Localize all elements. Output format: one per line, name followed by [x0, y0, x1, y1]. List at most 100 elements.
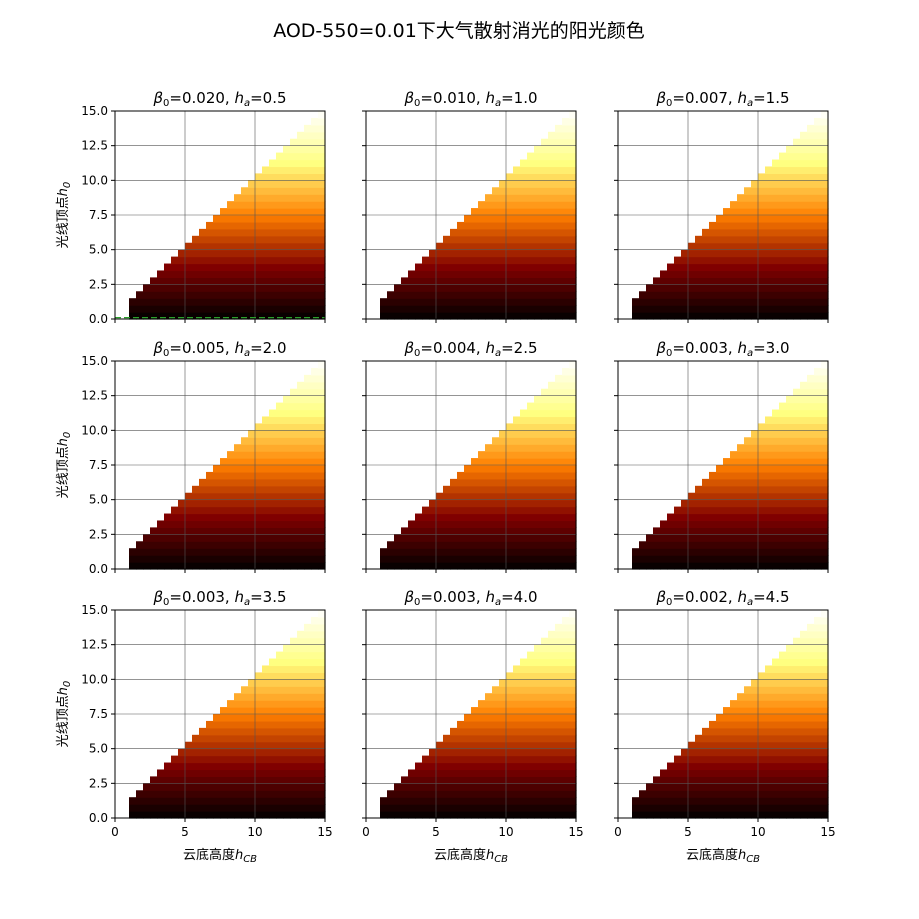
- heatmap-cell: [248, 305, 256, 313]
- heatmap-cell: [220, 748, 228, 757]
- heatmap-cell: [297, 534, 305, 542]
- heatmap-cell: [394, 811, 402, 819]
- heatmap-cell: [380, 562, 388, 570]
- heatmap-cell: [471, 790, 479, 798]
- heatmap-cell: [772, 305, 780, 313]
- heatmap-cell: [807, 451, 815, 459]
- heatmap-cell: [276, 520, 284, 528]
- y-tick-label: 0.0: [89, 562, 108, 576]
- heatmap-cell: [422, 776, 430, 784]
- heatmap-cell: [297, 485, 305, 494]
- heatmap-cell: [471, 305, 479, 313]
- x-axis-label: 云底高度hCB: [183, 847, 257, 865]
- heatmap-cell: [311, 506, 319, 515]
- heatmap-cell: [534, 270, 542, 278]
- y-tick-label: 10.0: [81, 423, 108, 437]
- heatmap-cell: [807, 298, 815, 306]
- heatmap-cell: [290, 727, 298, 736]
- heatmap-cell: [562, 395, 570, 404]
- heatmap-cell: [248, 755, 256, 764]
- heatmap-cell: [499, 506, 507, 515]
- heatmap-cell: [555, 235, 563, 244]
- heatmap-cell: [241, 471, 249, 480]
- heatmap-cell: [793, 534, 801, 542]
- heatmap-cell: [779, 173, 787, 181]
- heatmap-cell: [269, 520, 277, 528]
- heatmap-cell: [667, 534, 675, 542]
- heatmap-cell: [485, 707, 493, 715]
- heatmap-cell: [241, 249, 249, 258]
- beta-subscript: 0: [163, 98, 169, 109]
- heatmap-cell: [276, 215, 284, 223]
- heatmap-cell: [248, 513, 256, 522]
- heatmap-cell: [485, 804, 493, 812]
- heatmap-cell: [688, 762, 696, 771]
- heatmap-cell: [737, 194, 745, 202]
- heatmap-cell: [485, 312, 493, 320]
- heatmap-cell: [751, 451, 759, 459]
- heatmap-cell: [772, 686, 780, 694]
- heatmap-cell: [276, 755, 284, 764]
- heatmap-cell: [206, 541, 214, 549]
- heatmap-cell: [772, 256, 780, 265]
- heatmap-cell: [695, 776, 703, 784]
- heatmap-cell: [513, 270, 521, 278]
- heatmap-cell: [220, 458, 228, 466]
- heatmap-cell: [185, 305, 193, 313]
- heatmap-cell: [485, 291, 493, 299]
- heatmap-cell: [234, 811, 242, 819]
- heatmap-cell: [814, 762, 822, 771]
- heatmap-cell: [499, 548, 507, 556]
- heatmap-cell: [304, 714, 312, 722]
- heatmap-cell: [548, 506, 556, 515]
- heatmap-cell: [206, 520, 214, 528]
- heatmap-cell: [737, 478, 745, 487]
- heatmap-cell: [709, 755, 717, 764]
- heatmap-cell: [800, 444, 808, 452]
- heatmap-cell: [255, 242, 263, 251]
- heatmap-cell: [709, 762, 717, 771]
- heatmap-cell: [164, 555, 172, 563]
- heatmap-cell: [779, 423, 787, 431]
- heatmap-cell: [499, 465, 507, 473]
- heatmap-cell: [290, 465, 298, 473]
- heatmap-cell: [304, 527, 312, 535]
- heatmap-cell: [800, 423, 808, 431]
- heatmap-cell: [779, 714, 787, 722]
- heatmap-cell: [541, 395, 549, 404]
- heatmap-cell: [241, 499, 249, 508]
- heatmap-cell: [415, 562, 423, 570]
- heatmap-cell: [744, 312, 752, 320]
- heatmap-cell: [276, 277, 284, 285]
- heatmap-cell: [248, 187, 256, 195]
- heatmap-cell: [269, 277, 277, 285]
- heatmap-cell: [527, 762, 535, 771]
- heatmap-cell: [569, 361, 577, 369]
- heatmap-cell: [765, 499, 773, 508]
- heatmap-cell: [660, 797, 668, 805]
- heatmap-cell: [555, 755, 563, 764]
- heatmap-cell: [520, 748, 528, 757]
- heatmap-cell: [192, 284, 200, 292]
- heatmap-cell: [492, 215, 500, 223]
- heatmap-cell: [520, 790, 528, 798]
- heatmap-cell: [262, 748, 270, 757]
- heatmap-cell: [744, 291, 752, 299]
- heatmap-cell: [318, 270, 326, 278]
- heatmap-cell: [541, 228, 549, 237]
- heatmap-cell: [569, 686, 577, 694]
- heatmap-cell: [471, 734, 479, 743]
- heatmap-cell: [457, 312, 465, 320]
- heatmap-cell: [220, 506, 228, 515]
- heatmap-cell: [499, 430, 507, 438]
- heatmap-cell: [814, 748, 822, 757]
- heatmap-cell: [464, 471, 472, 480]
- heatmap-cell: [227, 513, 235, 522]
- heatmap-cell: [157, 534, 165, 542]
- heatmap-cell: [443, 242, 451, 251]
- heatmap-cell: [290, 707, 298, 715]
- heatmap-cell: [821, 305, 829, 313]
- heatmap-cell: [290, 444, 298, 452]
- heatmap-cell: [443, 548, 451, 556]
- heatmap-cell: [765, 249, 773, 258]
